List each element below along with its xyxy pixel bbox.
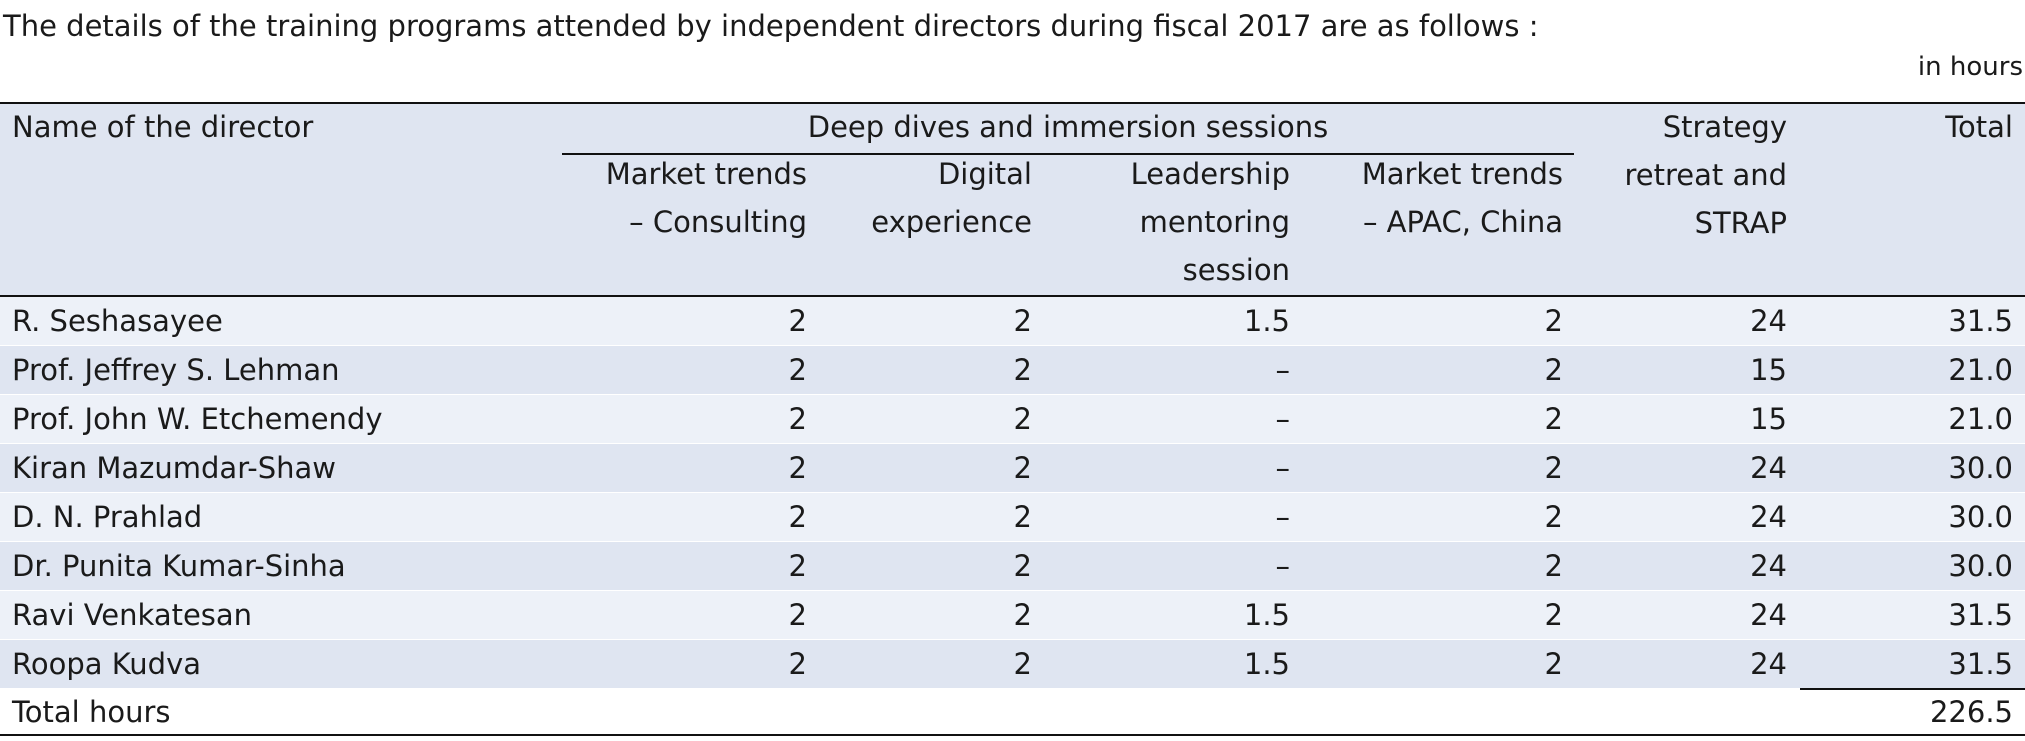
cell-strategy-retreat: 24 (1750, 647, 1787, 681)
cell-total: 31.5 (1948, 598, 2013, 632)
director-name: Kiran Mazumdar-Shaw (12, 451, 336, 485)
cell-market-trends-consulting: 2 (788, 353, 807, 387)
cell-total: 30.0 (1948, 451, 2013, 485)
header-digital-experience: Digital experience (812, 150, 1032, 246)
group-underline (562, 153, 1574, 155)
table-row: D. N. Prahlad 2 2 – 2 24 30.0 (0, 492, 2025, 541)
cell-strategy-retreat: 24 (1750, 549, 1787, 583)
cell-total: 30.0 (1948, 549, 2013, 583)
table-row: Prof. Jeffrey S. Lehman 2 2 – 2 15 21.0 (0, 345, 2025, 394)
cell-market-trends-apac: 2 (1544, 598, 1563, 632)
header-leadership-mentoring: Leadership mentoring session (1040, 150, 1290, 294)
cell-total: 31.5 (1948, 304, 2013, 338)
cell-digital-experience: 2 (1013, 598, 1032, 632)
table-row: Prof. John W. Etchemendy 2 2 – 2 15 21.0 (0, 394, 2025, 443)
cell-market-trends-apac: 2 (1544, 304, 1563, 338)
cell-market-trends-apac: 2 (1544, 402, 1563, 436)
cell-digital-experience: 2 (1013, 451, 1032, 485)
director-name: Prof. Jeffrey S. Lehman (12, 353, 340, 387)
total-sum-line (1800, 688, 2025, 690)
director-name: D. N. Prahlad (12, 500, 203, 534)
cell-digital-experience: 2 (1013, 402, 1032, 436)
cell-market-trends-consulting: 2 (788, 598, 807, 632)
table-header: Name of the director Deep dives and imme… (0, 102, 2025, 297)
header-line: Leadership (1130, 157, 1290, 191)
cell-market-trends-consulting: 2 (788, 500, 807, 534)
table-row: Dr. Punita Kumar-Sinha 2 2 – 2 24 30.0 (0, 541, 2025, 590)
cell-leadership-mentoring: – (1275, 500, 1291, 534)
cell-digital-experience: 2 (1013, 304, 1032, 338)
cell-market-trends-apac: 2 (1544, 500, 1563, 534)
cell-market-trends-consulting: 2 (788, 451, 807, 485)
header-market-trends-consulting: Market trends – Consulting (547, 150, 807, 246)
cell-strategy-retreat: 24 (1750, 451, 1787, 485)
cell-strategy-retreat: 24 (1750, 598, 1787, 632)
header-line: mentoring (1139, 205, 1290, 239)
director-name: Ravi Venkatesan (12, 598, 253, 632)
cell-digital-experience: 2 (1013, 549, 1032, 583)
cell-strategy-retreat: 24 (1750, 304, 1787, 338)
cell-market-trends-consulting: 2 (788, 647, 807, 681)
cell-market-trends-consulting: 2 (788, 304, 807, 338)
header-deep-dives-group: Deep dives and immersion sessions (807, 110, 1329, 144)
table-row: R. Seshasayee 2 2 1.5 2 24 31.5 (0, 297, 2025, 345)
cell-leadership-mentoring: 1.5 (1243, 598, 1290, 632)
cell-leadership-mentoring: 1.5 (1243, 304, 1290, 338)
director-name: R. Seshasayee (12, 304, 223, 338)
cell-total: 21.0 (1948, 353, 2013, 387)
header-line: STRAP (1694, 206, 1787, 240)
header-line: Digital (937, 157, 1032, 191)
director-name: Roopa Kudva (12, 647, 202, 681)
director-name: Prof. John W. Etchemendy (12, 402, 383, 436)
unit-label: in hours (1917, 52, 2023, 82)
total-hours-label: Total hours (12, 695, 171, 729)
cell-leadership-mentoring: – (1275, 353, 1291, 387)
header-line: – APAC, China (1362, 205, 1563, 239)
table-row: Kiran Mazumdar-Shaw 2 2 – 2 24 30.0 (0, 443, 2025, 492)
total-hours-value: 226.5 (1929, 695, 2013, 729)
table-row: Roopa Kudva 2 2 1.5 2 24 31.5 (0, 639, 2025, 688)
cell-market-trends-apac: 2 (1544, 647, 1563, 681)
cell-digital-experience: 2 (1013, 647, 1032, 681)
director-name: Dr. Punita Kumar-Sinha (12, 549, 346, 583)
cell-digital-experience: 2 (1013, 500, 1032, 534)
cell-digital-experience: 2 (1013, 353, 1032, 387)
total-hours-row: Total hours 226.5 (0, 688, 2025, 736)
table-row: Ravi Venkatesan 2 2 1.5 2 24 31.5 (0, 590, 2025, 639)
intro-text: The details of the training programs att… (3, 9, 1539, 43)
training-table: Name of the director Deep dives and imme… (0, 102, 2025, 736)
cell-total: 21.0 (1948, 402, 2013, 436)
cell-strategy-retreat: 24 (1750, 500, 1787, 534)
cell-market-trends-consulting: 2 (788, 549, 807, 583)
cell-leadership-mentoring: 1.5 (1243, 647, 1290, 681)
header-line: experience (871, 205, 1032, 239)
cell-total: 30.0 (1948, 500, 2013, 534)
cell-strategy-retreat: 15 (1750, 402, 1787, 436)
cell-market-trends-apac: 2 (1544, 353, 1563, 387)
header-strategy-retreat: Strategy retreat and STRAP (1580, 103, 1787, 247)
cell-market-trends-apac: 2 (1544, 451, 1563, 485)
header-line: Market trends (605, 157, 807, 191)
header-market-trends-apac: Market trends – APAC, China (1300, 150, 1563, 246)
header-line: Market trends (1361, 157, 1563, 191)
header-name-of-director: Name of the director (12, 110, 314, 144)
header-line: retreat and (1624, 158, 1787, 192)
cell-leadership-mentoring: – (1275, 451, 1291, 485)
header-total: Total (1945, 110, 2013, 144)
cell-market-trends-apac: 2 (1544, 549, 1563, 583)
cell-strategy-retreat: 15 (1750, 353, 1787, 387)
cell-leadership-mentoring: – (1275, 549, 1291, 583)
header-line: session (1182, 253, 1290, 287)
cell-total: 31.5 (1948, 647, 2013, 681)
cell-market-trends-consulting: 2 (788, 402, 807, 436)
cell-leadership-mentoring: – (1275, 402, 1291, 436)
header-line: – Consulting (629, 205, 807, 239)
header-line: Strategy (1662, 110, 1787, 144)
